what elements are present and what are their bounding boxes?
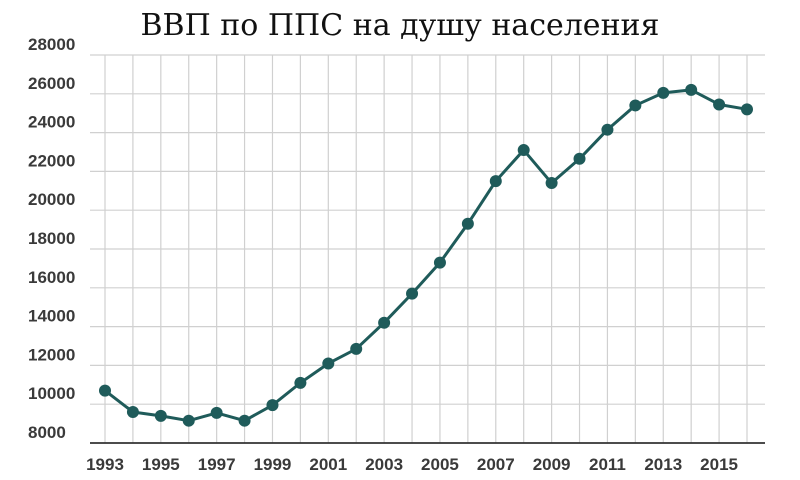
x-tick-label: 1997 xyxy=(198,455,236,474)
data-point xyxy=(685,83,698,96)
x-tick-label: 1993 xyxy=(86,455,124,474)
y-tick-label: 28000 xyxy=(28,35,75,54)
chart-title: ВВП по ППС на душу населения xyxy=(140,8,660,43)
data-point xyxy=(406,287,419,300)
data-point xyxy=(294,376,307,389)
data-point xyxy=(210,406,223,419)
data-point xyxy=(238,414,251,427)
data-point xyxy=(713,98,726,111)
data-point xyxy=(741,103,753,116)
data-point xyxy=(629,99,642,112)
y-tick-label: 18000 xyxy=(28,229,75,248)
y-tick-label: 14000 xyxy=(28,307,75,326)
x-tick-label: 2001 xyxy=(309,455,347,474)
y-tick-label: 8000 xyxy=(28,423,66,442)
x-tick-label: 2003 xyxy=(365,455,403,474)
data-point xyxy=(266,399,279,412)
data-point xyxy=(126,405,139,418)
x-tick-label: 2005 xyxy=(421,455,459,474)
x-tick-label: 2015 xyxy=(700,455,738,474)
data-point xyxy=(350,342,363,355)
data-point xyxy=(489,175,502,188)
x-tick-label: 2011 xyxy=(589,455,626,474)
x-tick-label: 2013 xyxy=(644,455,682,474)
data-point xyxy=(154,409,167,422)
data-point xyxy=(182,414,195,427)
data-point xyxy=(99,384,111,397)
y-tick-label: 26000 xyxy=(28,74,75,93)
y-tick-label: 24000 xyxy=(28,113,75,132)
data-point xyxy=(433,256,446,269)
x-tick-label: 2009 xyxy=(533,455,571,474)
y-tick-label: 22000 xyxy=(28,151,75,170)
data-point xyxy=(322,357,335,370)
y-tick-label: 12000 xyxy=(28,345,75,364)
data-point xyxy=(601,123,614,136)
x-tick-label: 1999 xyxy=(254,455,292,474)
y-tick-label: 20000 xyxy=(28,190,75,209)
series-line xyxy=(104,88,748,423)
data-point xyxy=(545,177,558,190)
data-point xyxy=(461,217,474,230)
y-tick-label: 10000 xyxy=(28,384,75,403)
y-tick-label: 16000 xyxy=(28,268,75,287)
data-point xyxy=(517,144,530,157)
x-tick-label: 1995 xyxy=(142,455,180,474)
data-point xyxy=(657,86,670,99)
data-point xyxy=(378,316,391,329)
x-tick-label: 2007 xyxy=(477,455,515,474)
data-point xyxy=(573,152,586,165)
